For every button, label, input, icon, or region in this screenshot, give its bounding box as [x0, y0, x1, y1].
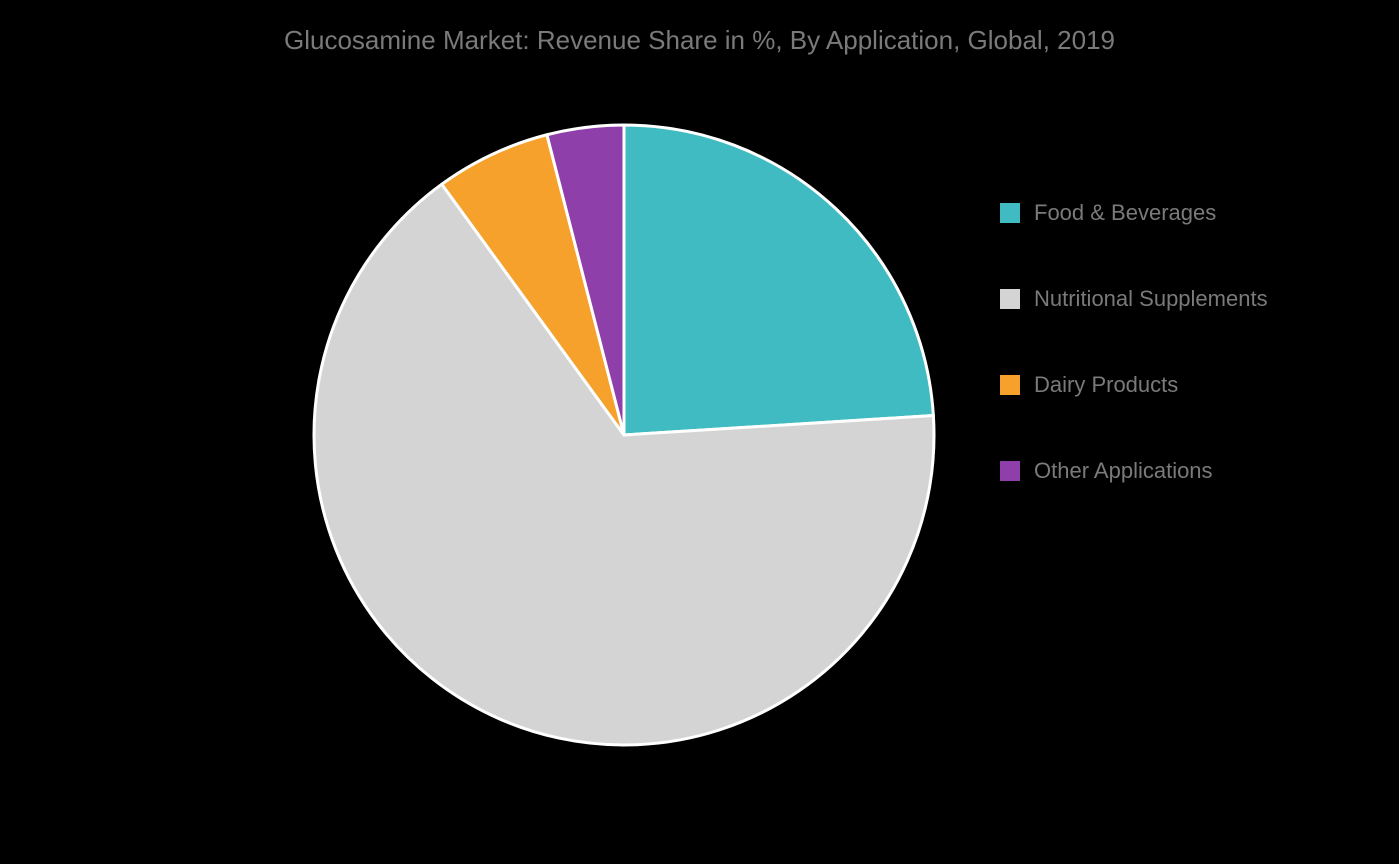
legend-swatch-0	[1000, 203, 1020, 223]
legend-label-1: Nutritional Supplements	[1034, 286, 1268, 312]
legend-swatch-3	[1000, 461, 1020, 481]
legend-item-2: Dairy Products	[1000, 372, 1268, 398]
legend-label-0: Food & Beverages	[1034, 200, 1216, 226]
legend-item-0: Food & Beverages	[1000, 200, 1268, 226]
pie-chart	[311, 122, 937, 753]
legend-label-2: Dairy Products	[1034, 372, 1178, 398]
legend-item-1: Nutritional Supplements	[1000, 286, 1268, 312]
legend: Food & Beverages Nutritional Supplements D…	[1000, 200, 1268, 484]
pie-svg	[311, 122, 937, 748]
legend-swatch-2	[1000, 375, 1020, 395]
legend-swatch-1	[1000, 289, 1020, 309]
legend-item-3: Other Applications	[1000, 458, 1268, 484]
legend-label-3: Other Applications	[1034, 458, 1213, 484]
pie-chart-container: Glucosamine Market: Revenue Share in %, …	[0, 0, 1399, 864]
pie-slice-0	[624, 125, 933, 435]
chart-title: Glucosamine Market: Revenue Share in %, …	[0, 25, 1399, 56]
